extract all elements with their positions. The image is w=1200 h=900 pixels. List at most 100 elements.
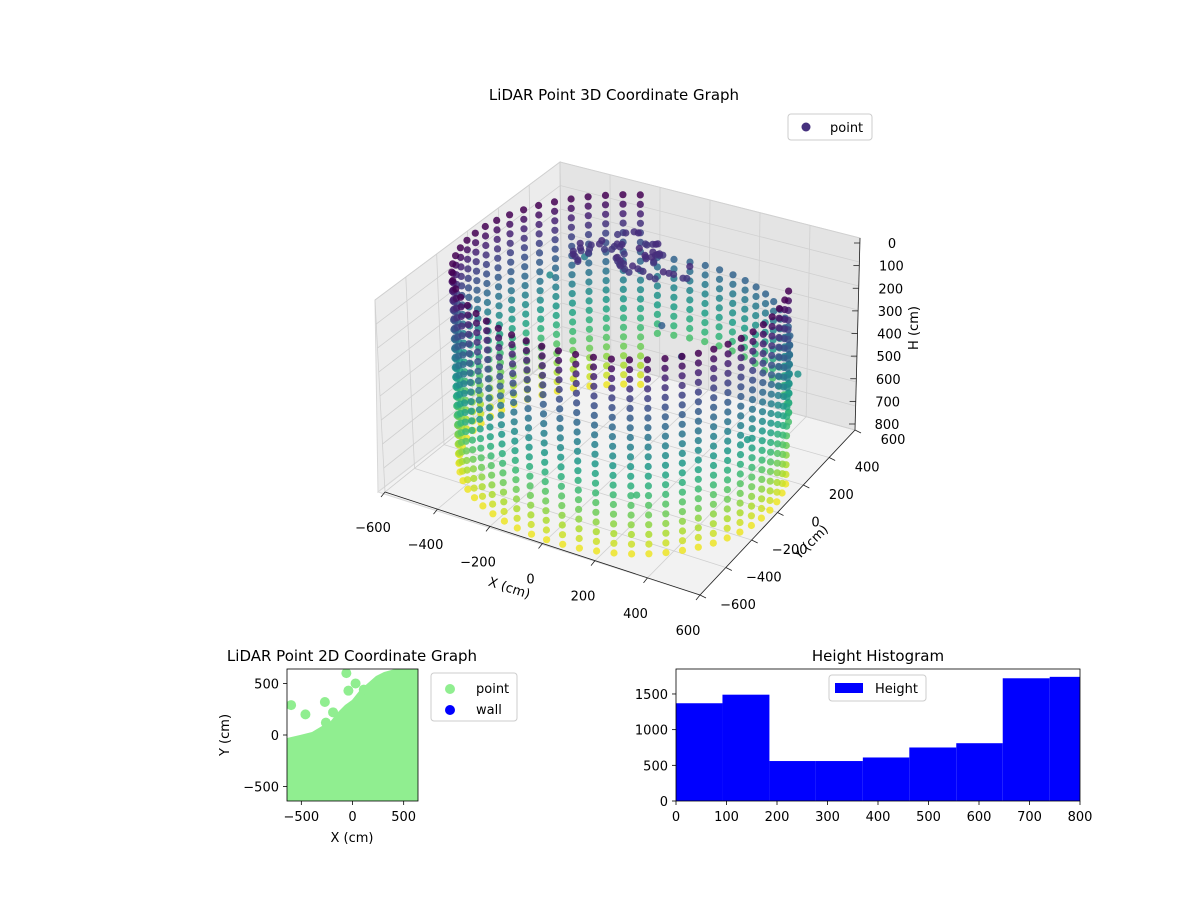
- histogram-bar: [769, 761, 816, 801]
- point-3d: [694, 533, 702, 542]
- point-3d: [494, 273, 502, 281]
- point-3d: [627, 521, 635, 529]
- point-2d: [320, 717, 331, 728]
- point-3d: [752, 292, 760, 301]
- point-3d: [678, 546, 687, 555]
- point-3d: [758, 485, 766, 493]
- point-3d: [644, 404, 652, 412]
- point-3d: [715, 342, 723, 350]
- z-tick-label: 800: [875, 418, 900, 433]
- point-3d: [510, 427, 519, 435]
- point-3d: [662, 500, 670, 508]
- point-3d: [486, 423, 494, 431]
- y-ticks-histogram: 0 500 1000 1500: [635, 688, 676, 810]
- point-3d: [585, 259, 593, 267]
- point-3d: [521, 263, 529, 271]
- point-3d: [585, 297, 593, 305]
- point-3d: [665, 269, 673, 277]
- point-3d: [495, 302, 503, 310]
- point-2d: [350, 678, 361, 689]
- point-3d: [572, 350, 580, 359]
- point-3d: [522, 337, 530, 345]
- y-tick-label: 200: [829, 488, 854, 503]
- point-3d: [484, 365, 492, 373]
- point-3d: [555, 366, 563, 374]
- point-3d: [773, 478, 781, 487]
- point-3d: [458, 322, 466, 330]
- point-3d: [464, 321, 472, 329]
- point-3d: [741, 296, 749, 304]
- point-3d: [575, 505, 583, 513]
- point-3d: [773, 459, 781, 467]
- point-3d: [774, 411, 782, 419]
- point-3d: [555, 376, 563, 384]
- x-tick-label-2d: −500: [283, 810, 319, 825]
- point-3d: [620, 371, 628, 379]
- point-3d: [636, 305, 645, 313]
- point-3d: [574, 496, 583, 504]
- point-3d: [472, 248, 480, 256]
- point-3d: [715, 304, 723, 312]
- point-3d: [551, 245, 559, 253]
- point-3d: [770, 298, 778, 306]
- point-3d: [602, 267, 610, 275]
- point-3d: [724, 360, 732, 368]
- point-3d: [626, 414, 634, 422]
- point-3d: [474, 377, 483, 385]
- x-tick-mark: [485, 526, 491, 532]
- point-3d: [527, 511, 535, 519]
- point-3d: [523, 356, 531, 364]
- point-3d: [460, 389, 468, 397]
- chart-2d: LiDAR Point 2D Coordinate Graph −500 0 500…: [218, 647, 518, 846]
- point-3d: [463, 246, 471, 254]
- point-3d: [653, 329, 662, 337]
- point-3d: [659, 268, 668, 276]
- point-3d: [538, 342, 546, 350]
- point-3d: [694, 369, 703, 377]
- point-3d: [484, 375, 492, 383]
- point-3d: [781, 296, 789, 304]
- point-3d: [465, 340, 473, 348]
- point-3d: [535, 239, 543, 247]
- point-2d: [358, 684, 369, 695]
- point-3d: [709, 491, 718, 499]
- point-3d: [457, 312, 465, 321]
- point-3d: [512, 495, 521, 503]
- point-3d: [470, 474, 478, 483]
- point-3d: [747, 512, 756, 520]
- point-3d: [661, 413, 669, 421]
- point-3d: [761, 300, 770, 308]
- point-3d: [541, 478, 549, 486]
- point-3d: [522, 347, 531, 355]
- point-3d: [729, 271, 737, 279]
- point-3d: [768, 342, 776, 350]
- point-3d: [724, 427, 732, 435]
- point-3d: [573, 428, 581, 436]
- point-3d: [496, 392, 504, 400]
- x-tick-mark: [433, 508, 438, 515]
- point-3d: [465, 350, 473, 358]
- point-3d: [524, 414, 532, 422]
- point-3d: [619, 314, 628, 322]
- point-3d: [626, 404, 634, 412]
- point-3d: [608, 394, 616, 402]
- point-3d: [555, 395, 564, 403]
- point-3d: [775, 343, 783, 351]
- point-3d: [460, 380, 468, 388]
- point-3d: [701, 309, 709, 317]
- point-3d: [507, 268, 515, 276]
- point-3d: [694, 495, 702, 503]
- point-3d: [482, 317, 490, 325]
- point-3d: [758, 466, 766, 474]
- point-3d: [484, 356, 492, 364]
- point-3d: [749, 347, 757, 355]
- point-3d: [709, 520, 717, 528]
- point-3d: [644, 424, 652, 432]
- point-3d: [774, 391, 782, 400]
- point-3d: [551, 264, 560, 272]
- z-tick-label: 200: [878, 282, 903, 297]
- point-3d: [466, 369, 474, 377]
- y-tick-label: −200: [772, 543, 808, 558]
- y-tick-mark: [777, 512, 784, 516]
- point-3d: [506, 249, 514, 257]
